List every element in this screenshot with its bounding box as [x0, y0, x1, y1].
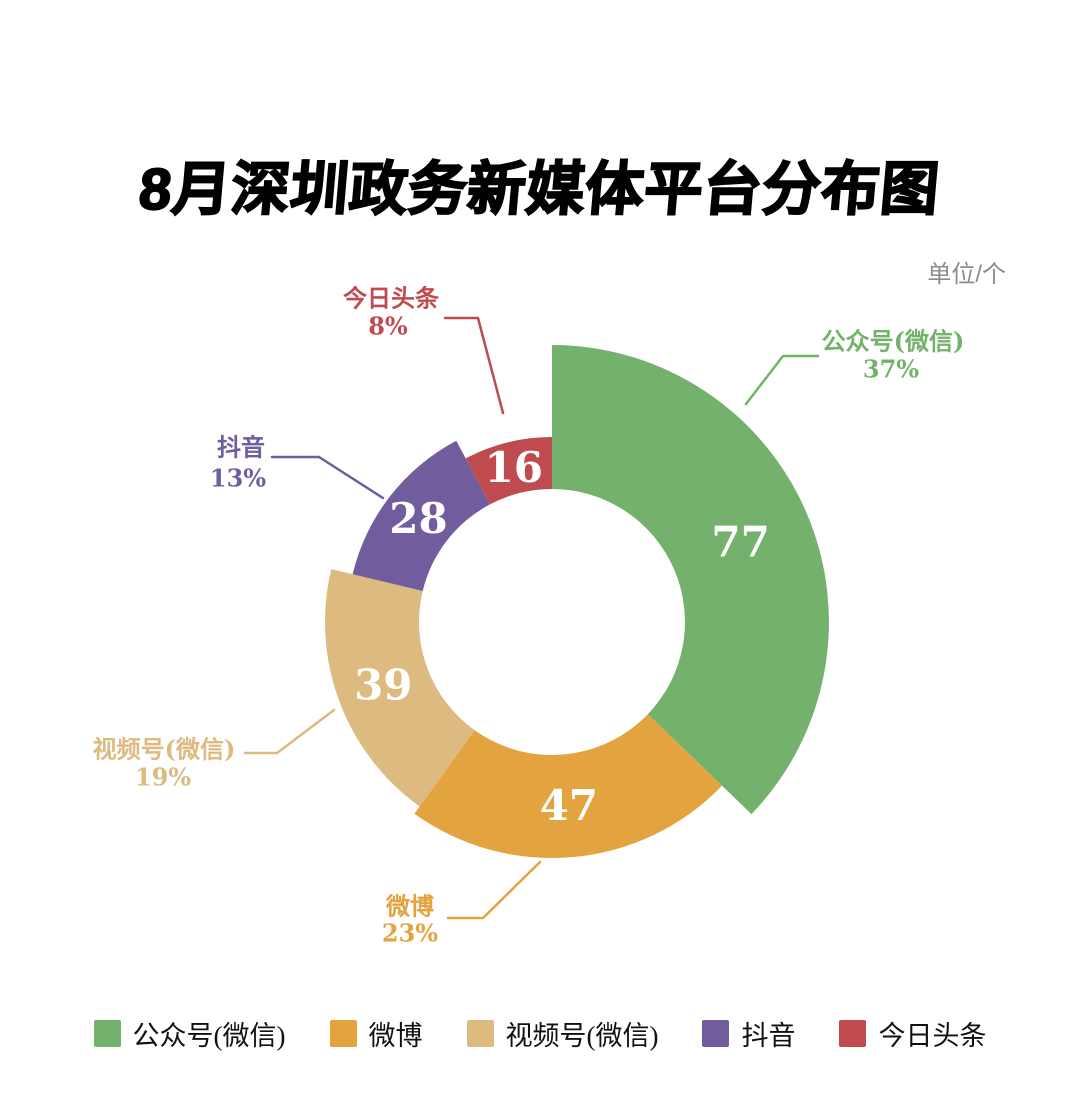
label-line-5: [443, 316, 505, 415]
slice-value-5: 16: [485, 443, 543, 492]
legend-swatch-2: [329, 1020, 357, 1047]
slice-name-label-2: 微博: [385, 892, 434, 921]
pie-slice-5[interactable]: [465, 437, 552, 505]
slice-value-3: 39: [354, 660, 412, 709]
slice-percent-label-4: 13%: [210, 464, 266, 493]
slice-name-label-3: 视频号(微信): [93, 735, 236, 764]
pie-slice-3[interactable]: [325, 569, 475, 807]
slice-name-label-4: 抖音: [217, 433, 265, 462]
legend: 公众号(微信) 微博 视频号(微信) 抖音 今日头条: [0, 1014, 1080, 1053]
unit-label: 单位/个: [927, 261, 1006, 288]
slice-name-label-5: 今日头条: [343, 284, 440, 313]
legend-label-1: 公众号(微信): [132, 1021, 286, 1051]
legend-item-2[interactable]: 微博: [329, 1014, 423, 1053]
legend-swatch-5: [839, 1020, 867, 1047]
slice-value-2: 47: [540, 781, 598, 830]
legend-swatch-4: [702, 1020, 730, 1047]
pie-slice-1[interactable]: [552, 345, 829, 815]
legend-label-4: 抖音: [741, 1021, 796, 1051]
slice-name-label-1: 公众号(微信): [822, 327, 965, 356]
slice-value-4: 28: [389, 494, 447, 543]
legend-item-4[interactable]: 抖音: [702, 1014, 795, 1053]
label-line-3: [243, 708, 336, 755]
legend-item-3[interactable]: 视频号(微信): [466, 1014, 659, 1053]
slice-percent-label-2: 23%: [382, 919, 438, 948]
legend-item-1[interactable]: 公众号(微信): [93, 1014, 286, 1053]
legend-label-2: 微博: [368, 1021, 423, 1051]
slice-percent-label-5: 8%: [368, 312, 408, 341]
legend-item-5[interactable]: 今日头条: [839, 1014, 986, 1053]
legend-swatch-3: [466, 1020, 494, 1047]
legend-label-3: 视频号(微信): [505, 1021, 659, 1051]
legend-label-5: 今日头条: [878, 1021, 987, 1051]
label-line-2: [446, 860, 542, 920]
pie-slice-2[interactable]: [414, 714, 722, 859]
slice-percent-label-1: 37%: [863, 355, 919, 384]
slice-value-1: 77: [711, 517, 769, 566]
slice-percent-label-3: 19%: [135, 763, 191, 792]
pie-slice-4[interactable]: [352, 440, 490, 591]
label-line-1: [744, 354, 820, 406]
label-line-4: [270, 455, 385, 500]
legend-swatch-1: [93, 1020, 121, 1047]
